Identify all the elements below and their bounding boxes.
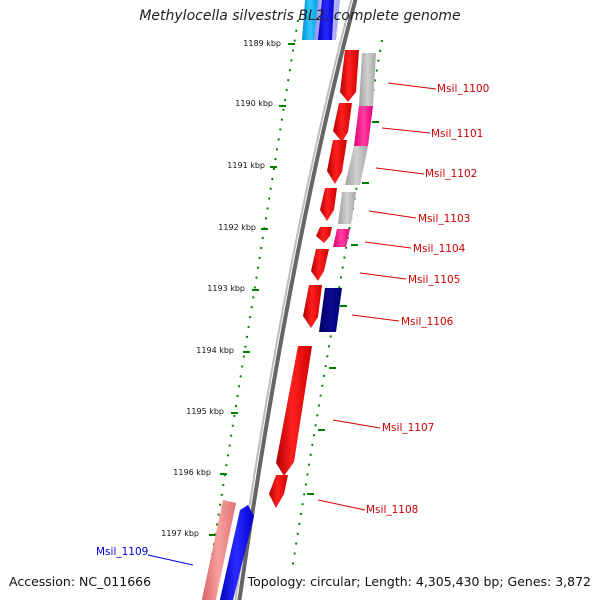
gene-labels: Msil_1100 Msil_1101 Msil_1102 Msil_1103 …	[96, 83, 489, 558]
topology-text: Topology: circular; Length: 4,305,430 bp…	[247, 574, 591, 589]
gene-arrow-red[interactable]	[269, 475, 288, 508]
gene-label[interactable]: Msil_1101	[431, 128, 483, 140]
gene-arrow-red[interactable]	[316, 227, 332, 243]
gene-label[interactable]: Msil_1108	[366, 504, 418, 516]
gene-block-blue[interactable]	[318, 0, 334, 40]
scale-label: 1193 kbp	[207, 284, 245, 293]
gene-label[interactable]: Msil_1103	[418, 213, 470, 225]
scale-label: 1190 kbp	[235, 99, 273, 108]
gene-arrow-red[interactable]	[303, 285, 322, 328]
gene-arrow-red[interactable]	[276, 346, 312, 476]
gene-arrow-red[interactable]	[340, 50, 359, 102]
gene-label[interactable]: Msil_1102	[425, 168, 477, 180]
gene-block-blue[interactable]	[219, 505, 254, 604]
accession-text: Accession: NC_011666	[9, 574, 152, 589]
label-leader-lines	[147, 82, 437, 566]
gene-arrow-red[interactable]	[311, 249, 329, 281]
gene-block-magenta[interactable]	[354, 106, 373, 146]
gene-label[interactable]: Msil_1107	[382, 422, 434, 434]
scale-ticks	[209, 43, 379, 536]
gene-label[interactable]: Msil_1100	[437, 83, 489, 95]
inner-dotted-track	[204, 19, 299, 601]
gene-arrow-red[interactable]	[333, 103, 352, 142]
scale-label: 1195 kbp	[186, 407, 224, 416]
scale-label: 1194 kbp	[196, 346, 234, 355]
gene-block-gray[interactable]	[359, 53, 376, 106]
gene-block-magenta[interactable]	[333, 229, 350, 247]
gene-label[interactable]: Msil_1104	[413, 243, 466, 255]
scale-label: 1191 kbp	[227, 161, 265, 170]
gene-block-cyan[interactable]	[302, 0, 318, 40]
gene-label[interactable]: Msil_1106	[401, 316, 454, 328]
gene-arrow-red[interactable]	[327, 140, 347, 184]
genome-backbone	[236, 0, 358, 605]
forward-strand-genes	[201, 50, 359, 604]
scale-label: 1196 kbp	[173, 468, 211, 477]
gene-block-navy[interactable]	[319, 288, 342, 332]
gene-arrow-red[interactable]	[320, 188, 337, 221]
gene-label[interactable]: Msil_1105	[408, 274, 460, 286]
genome-backbone-highlight	[233, 0, 353, 605]
scale-label: 1189 kbp	[243, 39, 281, 48]
gene-arrow-pink[interactable]	[201, 500, 236, 604]
scale-label: 1192 kbp	[218, 223, 256, 232]
reverse-strand-genes	[219, 0, 376, 604]
map-title: Methylocella silvestris BL2, complete ge…	[139, 8, 461, 24]
scale-label: 1197 kbp	[161, 529, 199, 538]
gene-label[interactable]: Msil_1109	[96, 546, 148, 558]
gene-block-gray[interactable]	[345, 146, 368, 185]
gene-block-gray[interactable]	[338, 192, 356, 224]
scale-labels: 1189 kbp 1190 kbp 1191 kbp 1192 kbp 1193…	[161, 39, 281, 538]
